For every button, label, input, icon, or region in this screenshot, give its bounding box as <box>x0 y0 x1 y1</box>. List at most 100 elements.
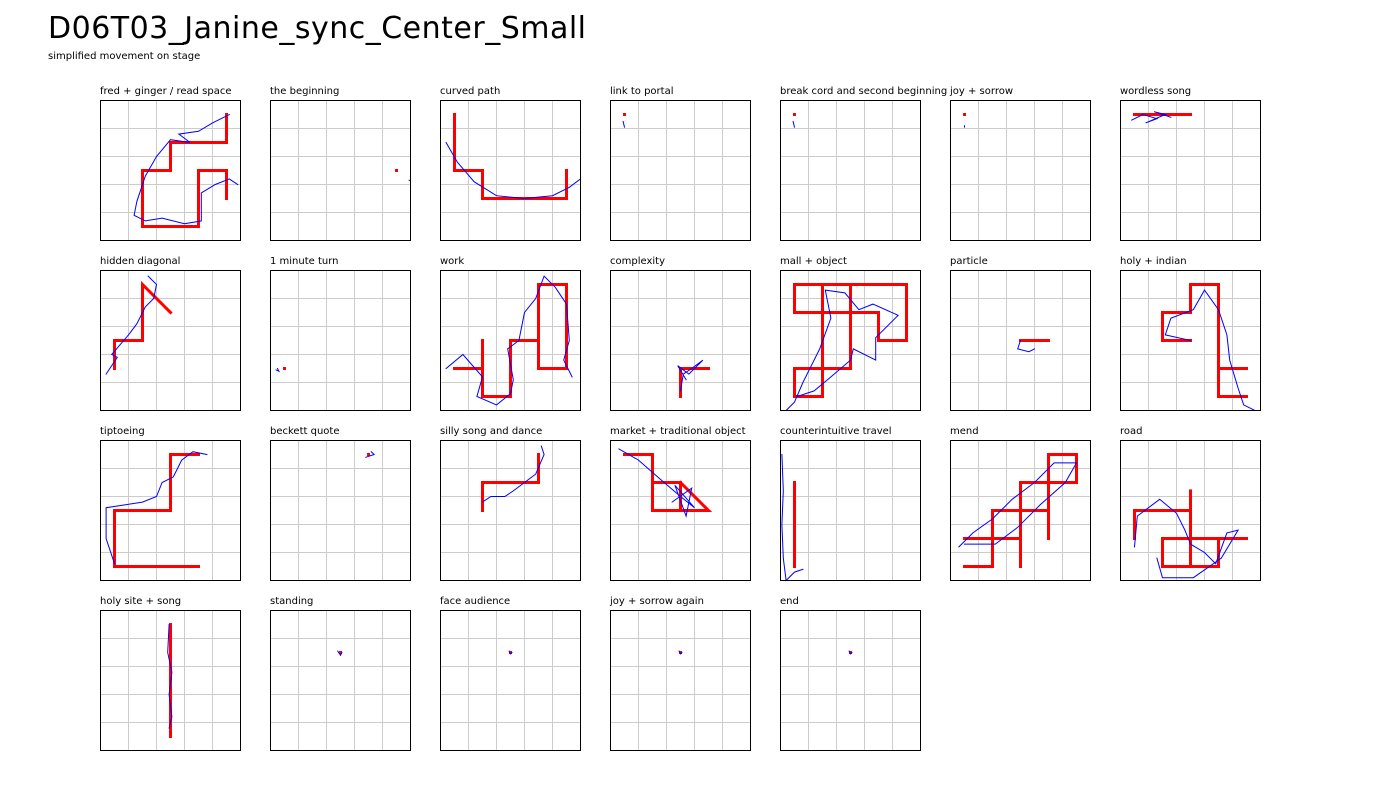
actual-path-line <box>275 367 281 373</box>
actual-path-line <box>848 650 853 655</box>
chart-plot <box>270 440 411 581</box>
chart-title: end <box>780 596 799 607</box>
chart-title: road <box>1120 426 1143 437</box>
chart-title: hidden diagonal <box>100 256 181 267</box>
chart-plot <box>780 270 921 412</box>
plot-frame <box>950 270 1091 411</box>
chart-panel: fred + ginger / read space <box>100 86 241 241</box>
chart-panel: market + traditional object <box>610 426 751 581</box>
plot-frame <box>780 440 921 581</box>
chart-plot <box>440 100 582 241</box>
plot-frame <box>610 610 751 751</box>
chart-title: market + traditional object <box>610 426 746 437</box>
plot-frame <box>100 610 241 751</box>
chart-panel: curved path <box>440 86 582 241</box>
page-subtitle: simplified movement on stage <box>48 51 201 62</box>
planned-path-line <box>141 113 228 228</box>
actual-path-line <box>133 113 239 225</box>
chart-plot <box>610 440 751 581</box>
chart-panel: standing <box>270 596 411 751</box>
chart-plot <box>270 270 411 411</box>
chart-panel: complexity <box>610 256 751 411</box>
actual-path-line <box>1164 289 1256 412</box>
plot-frame <box>780 610 921 751</box>
chart-plot <box>270 610 411 751</box>
chart-title: work <box>440 256 465 267</box>
actual-path-line <box>445 275 573 406</box>
chart-plot <box>610 270 751 411</box>
planned-path-line <box>453 113 568 200</box>
actual-path-line <box>365 450 376 458</box>
chart-title: joy + sorrow <box>950 86 1014 97</box>
plot-frame <box>1120 270 1261 411</box>
plot-frame <box>1120 100 1261 241</box>
chart-plot <box>1120 270 1261 412</box>
actual-path-line <box>785 289 899 412</box>
actual-path-line <box>958 462 1078 548</box>
actual-path-line <box>508 650 513 655</box>
chart-plot <box>100 610 241 751</box>
chart-plot <box>440 610 581 751</box>
chart-plot <box>780 440 921 582</box>
chart-title: standing <box>270 596 314 607</box>
plot-frame <box>270 100 411 241</box>
actual-path-line <box>618 448 695 518</box>
chart-plot <box>100 270 241 411</box>
plot-frame <box>610 440 751 581</box>
chart-title: tiptoeing <box>100 426 145 437</box>
chart-title: beckett quote <box>270 426 340 437</box>
chart-panel: counterintuitive travel <box>780 426 921 582</box>
plot-frame <box>780 270 921 411</box>
chart-plot <box>950 100 1091 241</box>
actual-path-line <box>677 359 704 392</box>
chart-panel: silly song and dance <box>440 426 581 581</box>
chart-plot <box>610 610 751 751</box>
chart-panel: wordless song <box>1120 86 1261 241</box>
chart-plot <box>780 100 921 241</box>
actual-path-line <box>167 623 173 729</box>
planned-path-line <box>113 453 200 568</box>
actual-path-line <box>445 141 582 200</box>
chart-panel: link to portal <box>610 86 751 241</box>
plot-frame <box>100 100 241 241</box>
chart-title: curved path <box>440 86 501 97</box>
chart-title: face audience <box>440 596 511 607</box>
chart-plot <box>950 440 1091 581</box>
chart-plot <box>780 610 921 751</box>
chart-plot <box>440 440 581 581</box>
plot-frame <box>950 100 1091 241</box>
plot-frame <box>440 100 581 241</box>
chart-title: joy + sorrow again <box>610 596 704 607</box>
chart-panel: tiptoeing <box>100 426 241 581</box>
plot-frame <box>610 270 751 411</box>
chart-panel: road <box>1120 426 1261 581</box>
plot-frame <box>780 100 921 241</box>
plot-frame <box>440 270 581 411</box>
plot-frame <box>100 270 241 411</box>
chart-panel: face audience <box>440 596 581 751</box>
actual-path-line <box>1133 498 1240 579</box>
plot-frame <box>1120 440 1261 581</box>
planned-path-line <box>963 453 1078 568</box>
chart-title: holy site + song <box>100 596 182 607</box>
chart-panel: joy + sorrow <box>950 86 1091 241</box>
chart-plot <box>1120 440 1261 581</box>
chart-title: fred + ginger / read space <box>100 86 232 97</box>
chart-panel: particle <box>950 256 1091 411</box>
planned-path-line <box>679 367 710 398</box>
planned-path-line <box>481 453 540 512</box>
chart-title: mall + object <box>780 256 847 267</box>
chart-title: particle <box>950 256 988 267</box>
plot-frame <box>270 440 411 581</box>
plot-frame <box>270 270 411 411</box>
chart-panel: mall + object <box>780 256 921 412</box>
actual-path-line <box>781 453 804 582</box>
actual-path-line <box>105 451 208 565</box>
chart-panel: holy + indian <box>1120 256 1261 412</box>
planned-path-line <box>453 283 568 398</box>
plot-frame <box>950 440 1091 581</box>
chart-title: wordless song <box>1120 86 1192 97</box>
chart-title: complexity <box>610 256 665 267</box>
planned-path-line <box>113 280 173 370</box>
